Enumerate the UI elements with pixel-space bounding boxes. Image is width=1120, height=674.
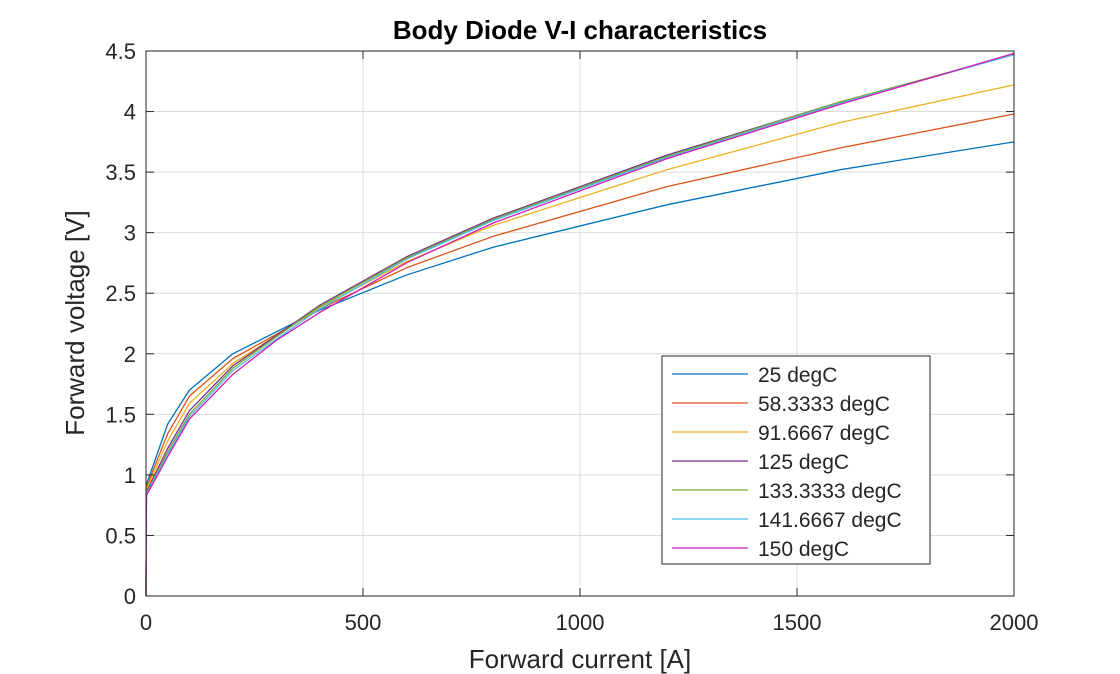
x-tick-label: 2000 bbox=[990, 610, 1039, 635]
legend-label: 150 degC bbox=[758, 538, 849, 561]
y-tick-label: 2 bbox=[124, 342, 136, 367]
y-axis-title: Forward voltage [V] bbox=[60, 210, 90, 435]
x-tick-labels: 0 500 1000 1500 2000 bbox=[140, 610, 1039, 635]
y-tick-label: 3 bbox=[124, 221, 136, 246]
series-line-133-3333-degc bbox=[145, 54, 1015, 597]
legend: 25 degC 58.3333 degC 91.6667 degC 125 degC 1… bbox=[661, 355, 931, 565]
y-tick-label: 1.5 bbox=[105, 402, 136, 427]
y-tick-label: 4.5 bbox=[105, 39, 136, 64]
x-tick-label: 1000 bbox=[556, 610, 605, 635]
legend-label: 58.3333 degC bbox=[758, 393, 890, 416]
legend-label: 91.6667 degC bbox=[758, 422, 890, 445]
y-tick-label: 0 bbox=[124, 584, 136, 609]
series-line-125-degc bbox=[145, 54, 1015, 597]
x-tick-label: 1500 bbox=[773, 610, 822, 635]
y-tick-labels: 0 0.5 1 1.5 2 2.5 3 3.5 4 4.5 bbox=[105, 39, 136, 609]
legend-label: 133.3333 degC bbox=[758, 480, 902, 503]
axis-ticks bbox=[145, 50, 1015, 597]
series-line-141-6667-degc bbox=[145, 54, 1015, 597]
chart-title: Body Diode V-I characteristics bbox=[393, 15, 767, 45]
y-tick-label: 3.5 bbox=[105, 160, 136, 185]
legend-label: 141.6667 degC bbox=[758, 509, 902, 532]
legend-label: 125 degC bbox=[758, 451, 849, 474]
y-tick-label: 2.5 bbox=[105, 281, 136, 306]
x-tick-label: 0 bbox=[140, 610, 152, 635]
y-tick-label: 0.5 bbox=[105, 523, 136, 548]
x-tick-label: 500 bbox=[345, 610, 382, 635]
series-line-150-degc bbox=[145, 52, 1015, 597]
y-tick-label: 4 bbox=[124, 100, 136, 125]
series-lines bbox=[145, 52, 1015, 597]
legend-label: 25 degC bbox=[758, 364, 837, 387]
y-tick-label: 1 bbox=[124, 463, 136, 488]
legend-box bbox=[661, 355, 931, 565]
x-axis-title: Forward current [A] bbox=[469, 644, 692, 674]
